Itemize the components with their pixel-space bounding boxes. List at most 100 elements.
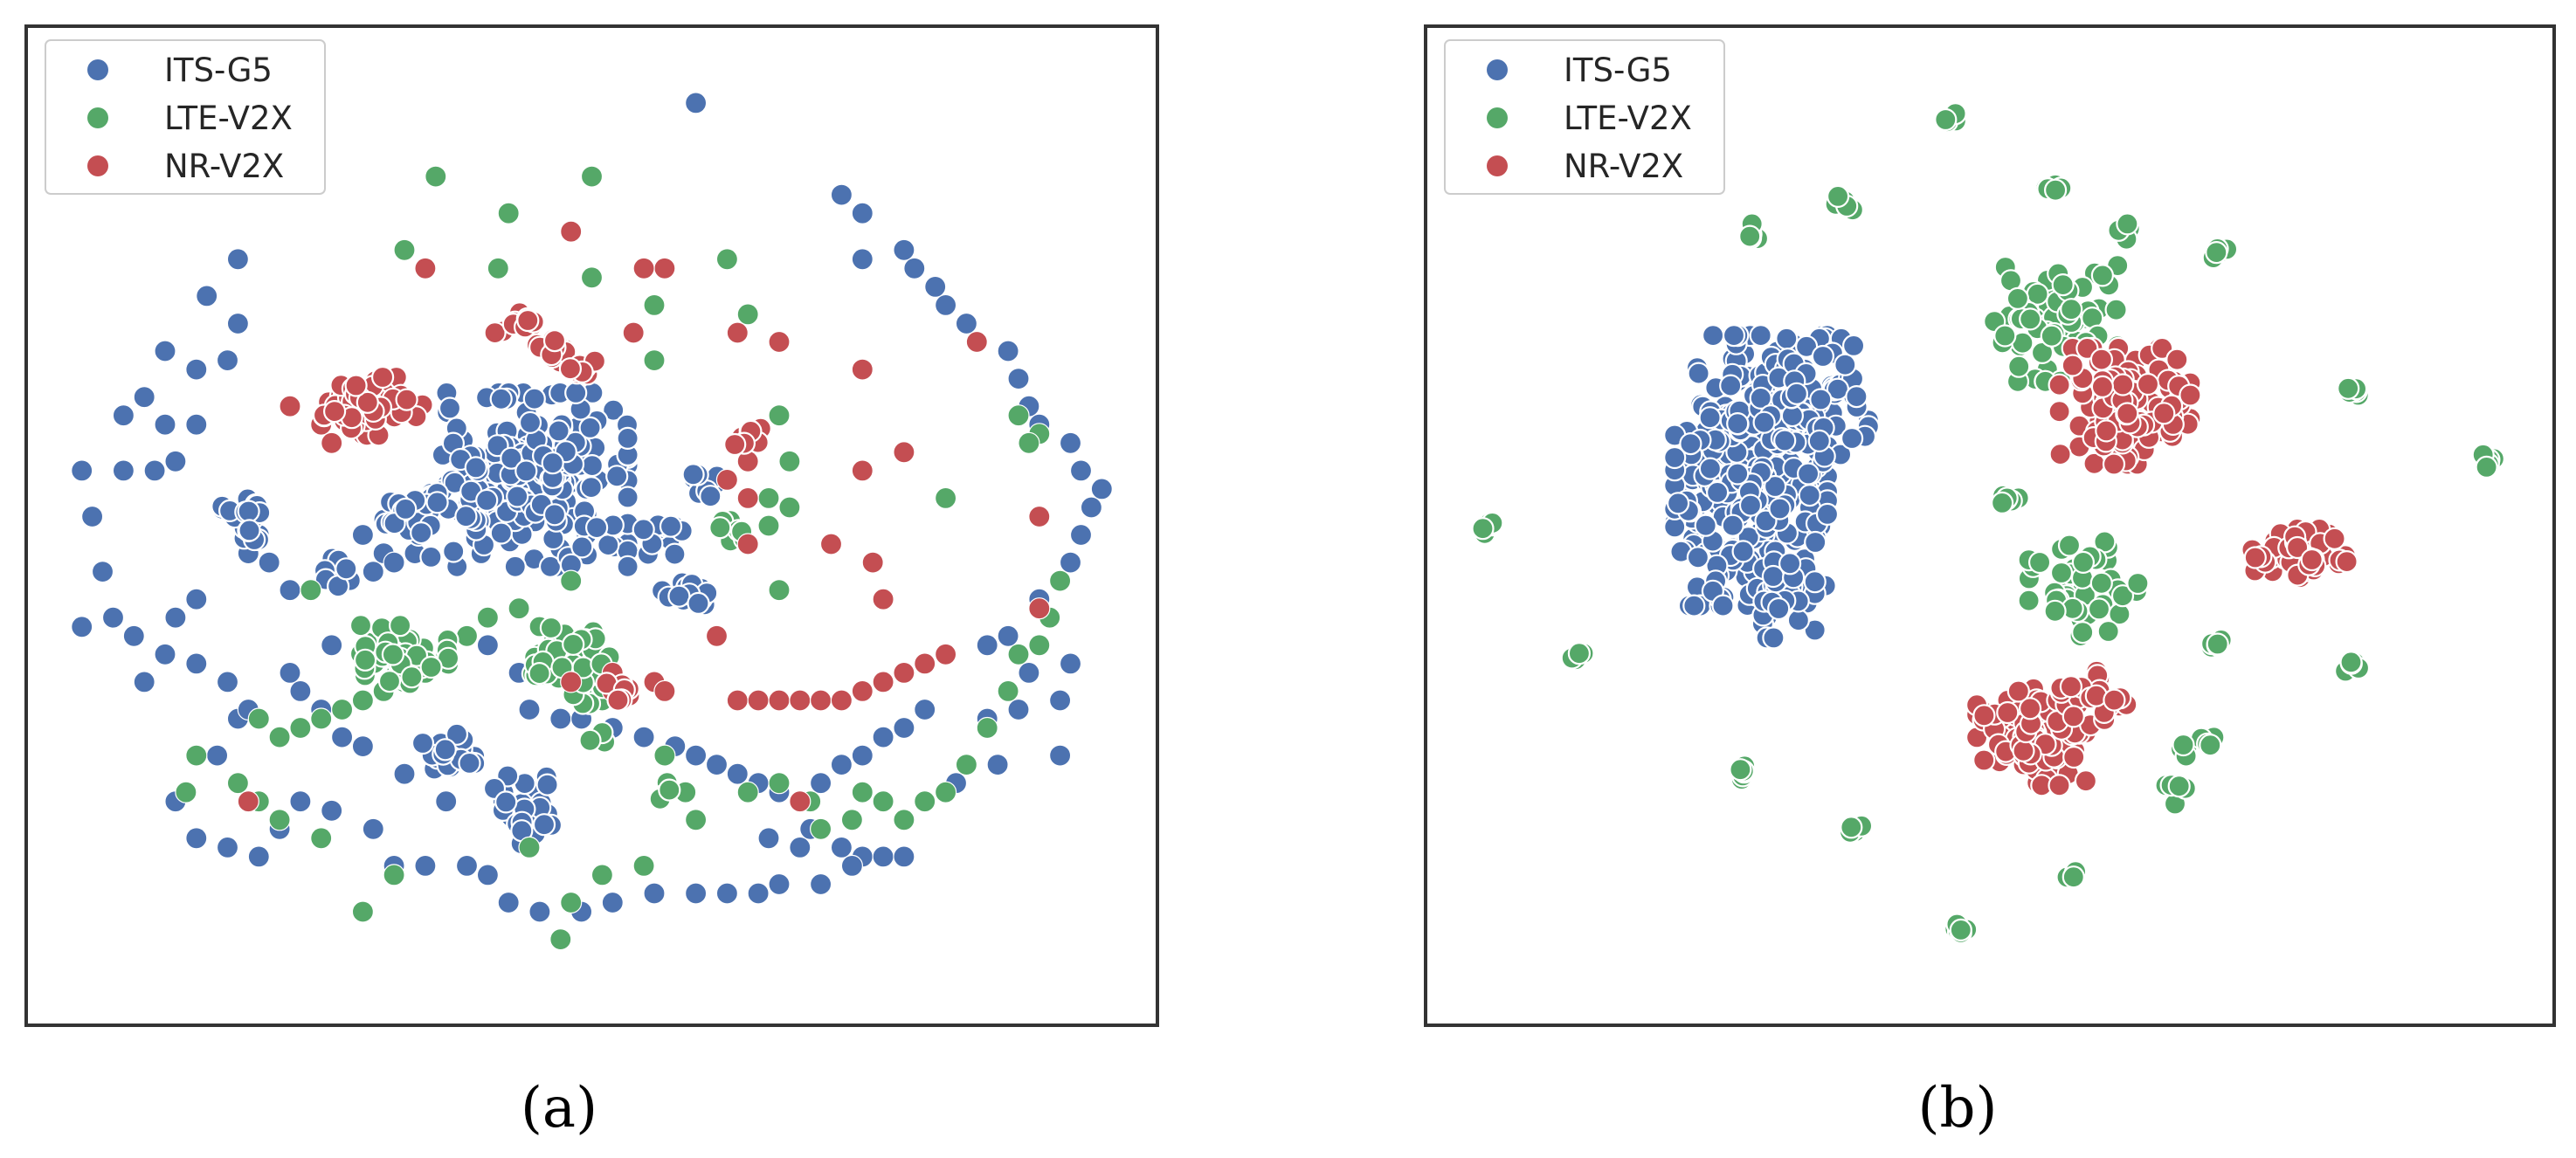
scatter-point bbox=[497, 202, 520, 224]
scatter-point bbox=[455, 624, 479, 647]
scatter-point bbox=[830, 753, 853, 776]
scatter-point bbox=[584, 515, 609, 540]
scatter-point bbox=[2199, 734, 2222, 757]
scatter-point bbox=[2044, 178, 2068, 202]
scatter-point bbox=[736, 533, 759, 555]
scatter-point bbox=[279, 395, 301, 417]
scatter-point bbox=[558, 357, 583, 381]
scatter-point bbox=[258, 551, 280, 574]
scatter-point bbox=[1991, 491, 2014, 515]
scatter-point bbox=[632, 257, 655, 279]
scatter-point bbox=[2165, 348, 2189, 371]
series-nr-v2x bbox=[1965, 336, 2358, 797]
scatter-point bbox=[809, 872, 832, 896]
scatter-point bbox=[2205, 241, 2228, 265]
scatter-point bbox=[1842, 334, 1866, 357]
scatter-point bbox=[893, 441, 915, 464]
scatter-panel-b: ITS-G5 LTE-V2X NR-V2X (b) bbox=[1424, 24, 2556, 1141]
scatter-point bbox=[323, 400, 347, 424]
scatter-point bbox=[830, 183, 853, 206]
scatter-point bbox=[934, 781, 957, 803]
legend-box bbox=[45, 39, 326, 195]
scatter-point bbox=[351, 523, 374, 547]
scatter-point bbox=[542, 329, 567, 353]
scatter-point bbox=[1018, 661, 1040, 685]
scatter-point bbox=[2040, 324, 2063, 348]
legend-label-nr-v2x: NR-V2X bbox=[164, 148, 284, 185]
scatter-point bbox=[681, 463, 705, 486]
scatter-point bbox=[579, 475, 603, 500]
scatter-point bbox=[2043, 599, 2067, 623]
scatter-point bbox=[768, 872, 791, 896]
scatter-point bbox=[757, 486, 780, 510]
scatter-point bbox=[1767, 596, 1791, 621]
scatter-point bbox=[279, 579, 301, 602]
scatter-point bbox=[476, 864, 500, 886]
scatter-point bbox=[1059, 551, 1082, 574]
scatter-point bbox=[2089, 571, 2113, 595]
scatter-point bbox=[667, 584, 691, 608]
scatter-point bbox=[580, 266, 604, 289]
scatter-point bbox=[2019, 697, 2042, 720]
scatter-point bbox=[632, 518, 655, 541]
scatter-point bbox=[1007, 368, 1030, 390]
scatter-point bbox=[196, 285, 218, 307]
scatter-point bbox=[547, 419, 570, 443]
scatter-point bbox=[2062, 745, 2086, 769]
scatter-point bbox=[503, 555, 527, 578]
scatter-point bbox=[605, 465, 629, 488]
scatter-point bbox=[1752, 410, 1776, 434]
scatter-point bbox=[356, 390, 379, 414]
scatter-point bbox=[851, 459, 874, 482]
scatter-point bbox=[133, 671, 155, 693]
scatter-point bbox=[289, 716, 312, 740]
scatter-point bbox=[419, 545, 443, 569]
scatter-point bbox=[893, 238, 915, 261]
scatter-point bbox=[101, 606, 125, 629]
scatter-point bbox=[1028, 634, 1051, 657]
scatter-point bbox=[768, 772, 791, 795]
scatter-point bbox=[438, 396, 462, 420]
scatter-point bbox=[976, 716, 998, 740]
scatter-point bbox=[715, 468, 739, 492]
scatter-point bbox=[809, 689, 832, 712]
scatter-point bbox=[1048, 569, 1072, 592]
scatter-point bbox=[2152, 402, 2176, 425]
scatter-point bbox=[549, 927, 572, 951]
scatter-point bbox=[354, 648, 377, 672]
scatter-point bbox=[487, 257, 509, 279]
scatter-point bbox=[344, 374, 368, 397]
scatter-point bbox=[830, 836, 853, 859]
scatter-point bbox=[331, 698, 354, 721]
scatter-point bbox=[164, 450, 187, 472]
scatter-point bbox=[2017, 589, 2041, 612]
scatter-point bbox=[383, 864, 405, 886]
scatter-point bbox=[238, 519, 261, 542]
scatter-point bbox=[518, 698, 541, 721]
scatter-point bbox=[489, 387, 513, 410]
scatter-point bbox=[1048, 744, 1072, 767]
scatter-point bbox=[226, 312, 249, 335]
legend-marker-lte-v2x bbox=[87, 107, 108, 128]
scatter-point bbox=[1666, 492, 1690, 515]
scatter-point bbox=[2126, 571, 2150, 596]
series-its-g5 bbox=[71, 92, 1113, 923]
scatter-point bbox=[528, 661, 551, 686]
scatter-point bbox=[1090, 478, 1113, 500]
scatter-point bbox=[247, 707, 270, 730]
scatter-point bbox=[1815, 502, 1840, 527]
scatter-point bbox=[708, 516, 732, 540]
scatter-point bbox=[789, 836, 811, 859]
scatter-point bbox=[2090, 375, 2114, 398]
scatter-point bbox=[389, 614, 412, 638]
scatter-point bbox=[2096, 619, 2120, 644]
scatter-point bbox=[1778, 552, 1802, 576]
scatter-point bbox=[1731, 540, 1755, 563]
scatter-point bbox=[454, 505, 478, 528]
scatter-point bbox=[335, 557, 358, 581]
scatter-point bbox=[1567, 642, 1592, 665]
scatter-point bbox=[914, 790, 936, 813]
scatter-point bbox=[541, 451, 564, 475]
scatter-point bbox=[893, 845, 915, 868]
scatter-point bbox=[632, 726, 655, 748]
